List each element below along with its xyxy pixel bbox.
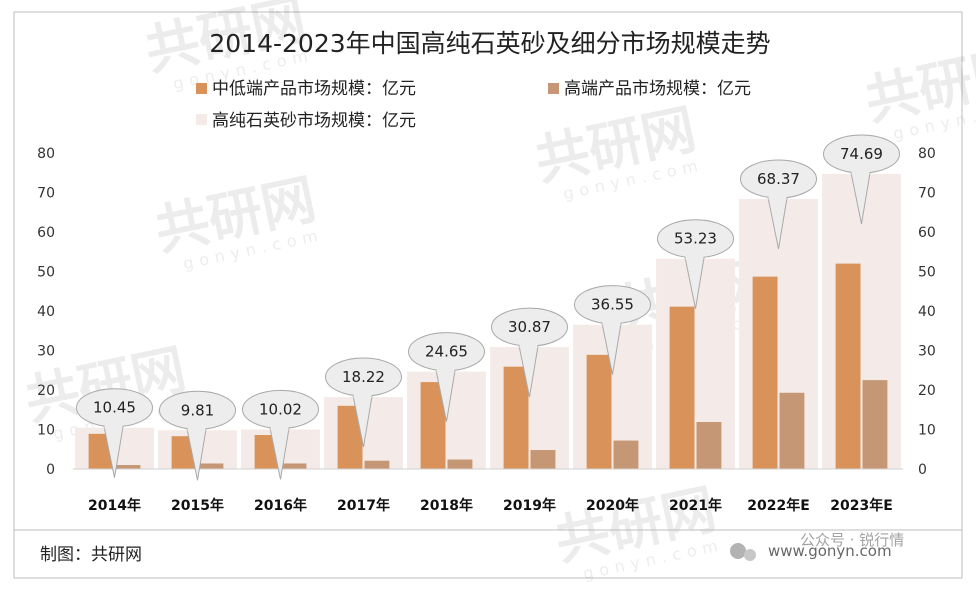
y-tick-right-8: 80 <box>918 146 936 162</box>
legend-swatch-high-end <box>548 83 559 94</box>
x-tick-3: 2017年 <box>337 497 390 514</box>
legend-item-total[interactable]: 高纯石英砂市场规模：亿元 <box>196 111 416 131</box>
y-tick-right-7: 70 <box>918 186 936 202</box>
callout-join-6 <box>602 319 621 326</box>
data-label-callouts: 10.45 9.81 10.02 18.22 24.65 30.87 36.55 53.23 6… <box>76 134 900 481</box>
legend-label-mid-low: 中低端产品市场规模：亿元 <box>212 79 416 99</box>
bar-high-end-5 <box>530 450 556 469</box>
callout-join-4 <box>436 366 455 373</box>
callout-6: 36.55 <box>574 285 651 375</box>
callout-join-1 <box>187 425 206 432</box>
bar-mid-low-9 <box>835 263 861 469</box>
y-tick-right-3: 30 <box>918 344 936 360</box>
x-tick-6: 2020年 <box>586 497 639 514</box>
x-tick-9: 2023年E <box>830 497 893 514</box>
x-axis: 2014年 2015年 2016年 2017年 2018年 2019年 2020年 2021年… <box>88 497 893 514</box>
legend-label-high-end: 高端产品市场规模：亿元 <box>564 79 751 99</box>
callout-5: 30.87 <box>491 307 568 398</box>
callout-join-0 <box>104 422 123 429</box>
bar-mid-low-6 <box>586 354 612 469</box>
legend-swatch-mid-low <box>196 83 207 94</box>
callout-join-8 <box>768 193 787 200</box>
y-tick-left-5: 50 <box>37 265 55 281</box>
footer-watermark: www.gonyn.com 公众号 · 锐行情 <box>730 531 904 561</box>
data-label-5: 30.87 <box>508 318 551 336</box>
y-tick-right-4: 40 <box>918 304 936 320</box>
data-label-0: 10.45 <box>93 399 136 417</box>
bar-high-end-9 <box>862 380 888 469</box>
data-label-4: 24.65 <box>425 343 468 361</box>
y-tick-left-6: 60 <box>37 225 55 241</box>
y-tick-left-8: 80 <box>37 146 55 162</box>
data-label-8: 68.37 <box>757 170 800 188</box>
bar-mid-low-8 <box>752 276 778 469</box>
chart-border <box>13 11 963 579</box>
y-axis-left: 0 10 20 30 40 50 60 70 80 <box>37 146 55 478</box>
y-tick-right-1: 10 <box>918 423 936 439</box>
x-tick-8: 2022年E <box>747 497 810 514</box>
y-tick-left-7: 70 <box>37 186 55 202</box>
data-label-3: 18.22 <box>342 368 385 386</box>
y-tick-left-2: 20 <box>37 383 55 399</box>
callout-join-9 <box>851 168 870 175</box>
legend-label-total: 高纯石英砂市场规模：亿元 <box>212 111 416 131</box>
callout-0: 10.45 <box>76 388 153 478</box>
data-label-7: 53.23 <box>674 230 717 248</box>
legend: 中低端产品市场规模：亿元 高端产品市场规模：亿元 高纯石英砂市场规模：亿元 <box>196 79 751 131</box>
callout-join-5 <box>519 342 538 349</box>
x-tick-7: 2021年 <box>669 497 722 514</box>
callout-2: 10.02 <box>242 389 319 480</box>
legend-swatch-total <box>196 114 207 125</box>
callout-join-7 <box>685 253 704 260</box>
bar-high-end-1 <box>198 463 224 469</box>
chart-title: 2014-2023年中国高纯石英砂及细分市场规模走势 <box>209 29 770 58</box>
footer-watermark-url: www.gonyn.com <box>768 542 892 560</box>
callout-join-3 <box>353 392 372 399</box>
bar-high-end-2 <box>281 463 307 469</box>
callout-8: 68.37 <box>740 159 817 250</box>
y-axis-right: 0 10 20 30 40 50 60 70 80 <box>918 146 936 478</box>
bar-high-end-0 <box>115 465 141 469</box>
wechat-icon <box>730 543 746 559</box>
legend-item-mid-low[interactable]: 中低端产品市场规模：亿元 <box>196 79 416 99</box>
y-tick-left-1: 10 <box>37 423 55 439</box>
bar-mid-low-5 <box>503 366 529 469</box>
wechat-icon-secondary <box>744 549 756 561</box>
source-note: 制图：共研网 <box>40 545 142 565</box>
bar-high-end-4 <box>447 459 473 469</box>
data-label-2: 10.02 <box>259 400 302 418</box>
y-tick-left-3: 30 <box>37 344 55 360</box>
data-label-1: 9.81 <box>181 401 214 419</box>
bar-high-end-7 <box>696 421 722 469</box>
y-tick-left-0: 0 <box>46 462 55 478</box>
callout-3: 18.22 <box>325 357 402 448</box>
x-tick-4: 2018年 <box>420 497 473 514</box>
data-label-9: 74.69 <box>840 145 883 163</box>
x-tick-5: 2019年 <box>503 497 556 514</box>
y-tick-left-4: 40 <box>37 304 55 320</box>
y-tick-right-5: 50 <box>918 265 936 281</box>
bar-high-end-6 <box>613 440 639 469</box>
y-tick-right-2: 20 <box>918 383 936 399</box>
data-label-6: 36.55 <box>591 296 634 314</box>
bar-mid-low-7 <box>669 306 695 469</box>
x-tick-0: 2014年 <box>88 497 141 514</box>
y-tick-right-0: 0 <box>918 462 927 478</box>
callout-9: 74.69 <box>823 134 900 225</box>
legend-item-high-end[interactable]: 高端产品市场规模：亿元 <box>548 79 751 99</box>
footer-watermark-text: 公众号 · 锐行情 <box>800 531 904 549</box>
callout-7: 53.23 <box>657 219 734 309</box>
callout-join-2 <box>270 424 289 431</box>
bars-high-end-series <box>115 380 888 469</box>
bar-high-end-8 <box>779 392 805 469</box>
x-tick-2: 2016年 <box>254 497 307 514</box>
callout-4: 24.65 <box>408 332 485 422</box>
y-tick-right-6: 60 <box>918 225 936 241</box>
bar-high-end-3 <box>364 460 390 469</box>
callout-1: 9.81 <box>159 390 236 481</box>
x-tick-1: 2015年 <box>171 497 224 514</box>
